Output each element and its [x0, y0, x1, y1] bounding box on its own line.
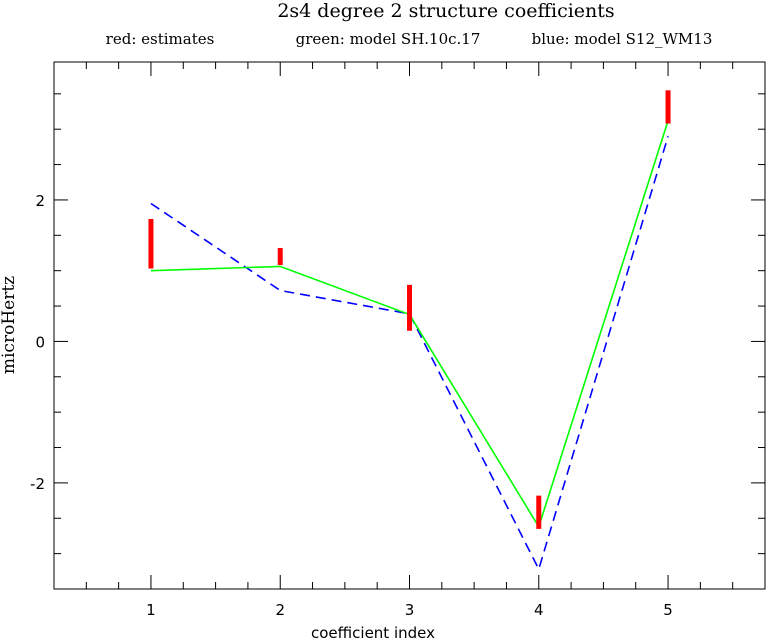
x-tick-label: 3	[405, 601, 415, 619]
x-tick-label: 1	[146, 601, 156, 619]
axis-ticks	[54, 62, 765, 590]
chart-title: 2s4 degree 2 structure coefficients	[277, 0, 614, 22]
axis-tick-labels: 1 2 3 4 5 -2 0 2	[30, 192, 673, 619]
y-axis-label: microHertz	[0, 276, 19, 374]
x-axis-label: coefficient index	[311, 624, 435, 641]
y-tick-label: -2	[30, 475, 45, 493]
y-tick-label: 0	[35, 333, 45, 351]
legend-entry-red: red: estimates	[106, 30, 215, 48]
x-tick-label: 4	[534, 601, 544, 619]
x-tick-label: 2	[275, 601, 285, 619]
chart-marks	[148, 90, 671, 572]
series-line-blue	[150, 136, 669, 572]
y-tick-label: 2	[35, 192, 45, 210]
legend-entry-green: green: model SH.10c.17	[296, 30, 481, 48]
legend-entry-blue: blue: model S12_WM13	[532, 30, 713, 48]
x-tick-label: 5	[663, 601, 673, 619]
